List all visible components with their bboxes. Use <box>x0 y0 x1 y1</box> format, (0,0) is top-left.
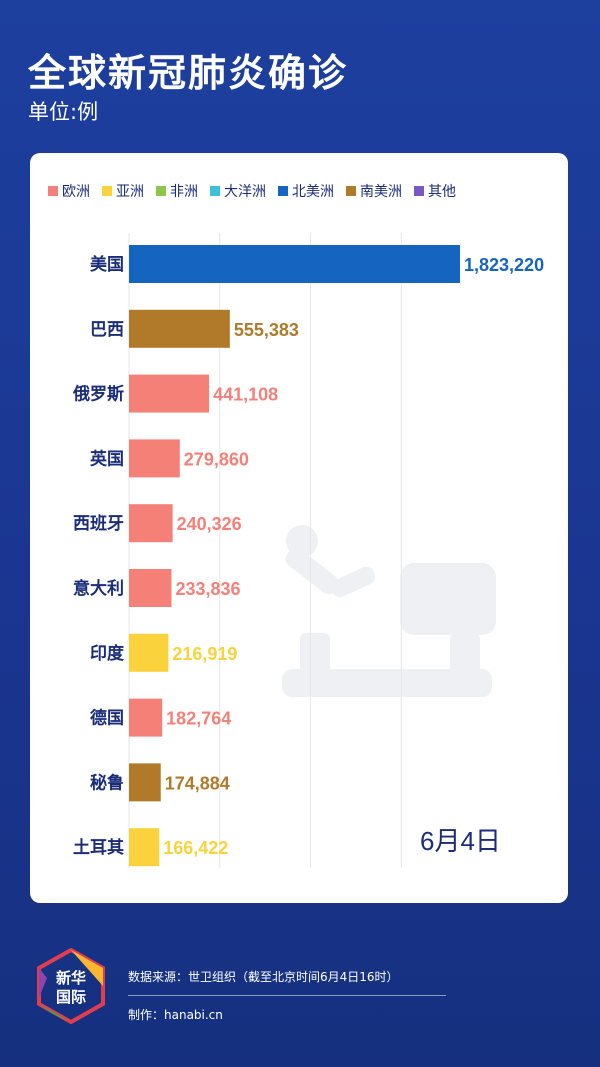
bar <box>129 309 230 348</box>
legend-item: 其他 <box>414 181 456 201</box>
legend-item: 南美洲 <box>346 181 402 201</box>
legend-label: 大洋洲 <box>224 184 266 200</box>
bar <box>129 828 160 867</box>
legend-item: 欧洲 <box>48 181 90 201</box>
category-label: 德国 <box>90 708 124 729</box>
legend-item: 非洲 <box>156 181 198 201</box>
watermark-icon <box>282 525 496 697</box>
legend-label: 其他 <box>428 184 456 200</box>
chart-card: 欧洲 亚洲 非洲 大洋洲 北美洲 南美洲 其他 美国 1,823,220 巴西 555,383 俄罗… <box>30 153 568 903</box>
legend-label: 北美洲 <box>292 184 334 200</box>
category-label: 英国 <box>90 448 124 469</box>
bars-group: 美国 1,823,220 巴西 555,383 俄罗斯 441,108 英国 279,860 西… <box>72 245 544 867</box>
legend-label: 亚洲 <box>116 184 144 200</box>
legend-swatch <box>48 186 58 196</box>
source-note: 数据来源：世卫组织（截至北京时间6月4日16时） <box>128 970 399 984</box>
category-label: 印度 <box>90 643 125 664</box>
legend: 欧洲 亚洲 非洲 大洋洲 北美洲 南美洲 其他 <box>48 181 456 201</box>
category-label: 西班牙 <box>73 514 124 534</box>
footer-divider <box>128 995 446 996</box>
category-label: 土耳其 <box>73 837 124 858</box>
legend-label: 非洲 <box>170 184 198 200</box>
legend-item: 亚洲 <box>102 181 144 201</box>
value-label: 279,860 <box>184 449 249 469</box>
legend-item: 北美洲 <box>278 181 334 201</box>
value-label: 182,764 <box>166 709 231 729</box>
value-label: 216,919 <box>172 644 237 664</box>
logo-line2: 国际 <box>56 988 86 1006</box>
value-label: 166,422 <box>163 838 228 858</box>
legend-swatch <box>346 186 356 196</box>
unit-label: 单位:例 <box>28 100 99 124</box>
value-label: 441,108 <box>213 385 278 405</box>
value-label: 1,823,220 <box>464 255 544 275</box>
category-label: 秘鲁 <box>90 772 124 793</box>
bar <box>129 633 169 672</box>
bar <box>129 245 460 283</box>
bar <box>129 698 163 737</box>
category-label: 意大利 <box>73 578 124 599</box>
value-label: 240,326 <box>177 514 242 534</box>
xinhua-logo-icon: 新华 国际 <box>37 948 105 1024</box>
value-label: 174,884 <box>165 773 230 793</box>
bar <box>129 569 172 607</box>
bar <box>129 439 180 478</box>
maker-note: 制作：hanabi.cn <box>128 1008 223 1022</box>
legend-label: 欧洲 <box>62 184 90 200</box>
legend-item: 大洋洲 <box>210 181 266 201</box>
bar <box>129 504 173 543</box>
date-label: 6月4日 <box>420 826 501 856</box>
value-label: 233,836 <box>175 579 240 599</box>
legend-swatch <box>414 186 424 196</box>
bar <box>129 374 210 413</box>
legend-swatch <box>156 186 166 196</box>
legend-label: 南美洲 <box>360 184 402 200</box>
legend-swatch <box>102 186 112 196</box>
category-label: 美国 <box>90 254 124 275</box>
category-label: 俄罗斯 <box>72 384 124 405</box>
bar-chart: 美国 1,823,220 巴西 555,383 俄罗斯 441,108 英国 279,860 西… <box>72 233 544 868</box>
legend-swatch <box>278 186 288 196</box>
page-title: 全球新冠肺炎确诊 <box>28 51 349 95</box>
bar <box>129 763 161 802</box>
legend-swatch <box>210 186 220 196</box>
category-label: 巴西 <box>90 320 124 340</box>
logo-line1: 新华 <box>56 969 86 987</box>
value-label: 555,383 <box>234 320 299 340</box>
